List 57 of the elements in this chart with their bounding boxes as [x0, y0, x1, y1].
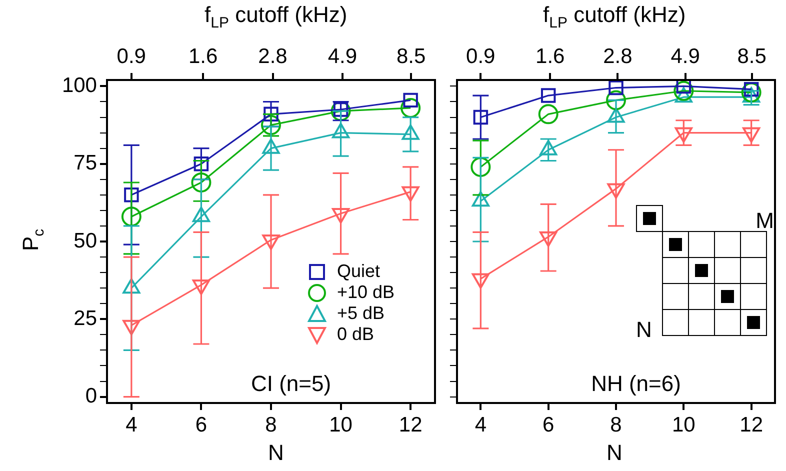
annotation: N: [636, 317, 652, 343]
point: [473, 110, 488, 125]
y-tick-label: 100: [62, 74, 97, 98]
x2-tick-label: 8.5: [396, 45, 426, 68]
point: [607, 183, 625, 199]
x-tick-label: 4: [474, 413, 487, 436]
point: [608, 80, 624, 96]
point: [192, 279, 210, 295]
legend-label: +10 dB: [337, 282, 395, 303]
x2-tick-label: 8.5: [737, 45, 766, 68]
x2-tick-label: 4.9: [670, 45, 700, 68]
point: [121, 206, 142, 227]
x2-tick-label: 0.9: [116, 45, 146, 68]
x2-tick-label: 1.6: [188, 45, 218, 68]
x-tick-label: 6: [542, 413, 554, 436]
legend-label: +5 dB: [337, 303, 385, 324]
y-tick-label: 0: [85, 384, 97, 408]
point: [606, 90, 626, 110]
point: [540, 231, 558, 247]
point: [674, 80, 694, 101]
point: [194, 156, 209, 172]
y-tick-label: 75: [74, 152, 97, 175]
x2-tick-label: 1.6: [536, 45, 565, 68]
x-axis-title: N: [606, 440, 622, 466]
point: [122, 320, 140, 336]
x-tick-label: 12: [740, 413, 763, 436]
x-tick-label: 6: [195, 413, 208, 436]
x2-tick-label: 4.9: [328, 45, 358, 68]
x-tick-label: 10: [672, 413, 696, 436]
point: [400, 98, 421, 118]
point: [124, 188, 139, 202]
point: [191, 172, 212, 192]
x-tick-label: 10: [329, 413, 352, 436]
x2-tick-label: 2.8: [258, 45, 288, 68]
x-tick-label: 12: [398, 413, 422, 436]
annotation: M: [756, 208, 774, 234]
legend-label: Quiet: [337, 261, 380, 282]
y-tick-label: 25: [74, 306, 97, 330]
x-axis-title: N: [268, 440, 284, 466]
point: [540, 88, 556, 103]
annotation: NH (n=6): [591, 371, 681, 396]
point: [470, 156, 491, 177]
annotation: CI (n=5): [250, 371, 332, 396]
x2-axis-title: f$_{LP}$ cutoff (kHz): [543, 2, 686, 32]
x2-axis-title: f$_{LP}$ cutoff (kHz): [204, 2, 348, 32]
point: [262, 234, 280, 250]
point: [264, 106, 278, 122]
x-tick-label: 8: [265, 413, 277, 436]
point: [538, 104, 558, 124]
legend-label: 0 dB: [337, 324, 374, 345]
x-tick-label: 4: [126, 413, 138, 436]
point: [472, 273, 490, 289]
x-tick-label: 8: [610, 413, 622, 436]
y-tick-label: 50: [74, 229, 97, 252]
x2-tick-label: 0.9: [466, 45, 496, 68]
x2-tick-label: 2.8: [603, 45, 632, 68]
point: [741, 82, 762, 102]
